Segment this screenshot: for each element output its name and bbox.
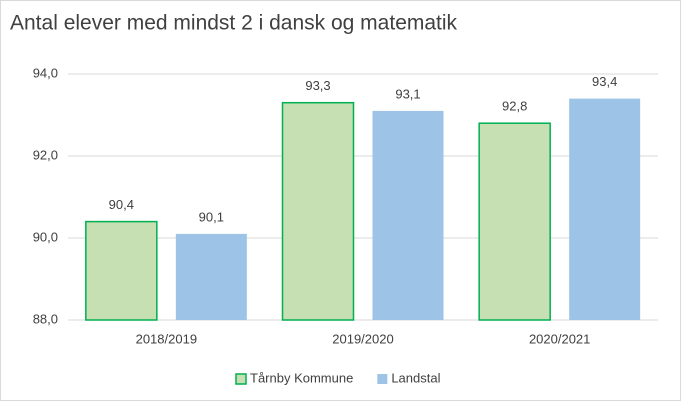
y-tick-label: 94,0 — [33, 65, 58, 80]
legend-swatch — [235, 373, 247, 385]
bar — [281, 101, 355, 321]
y-tick-label: 92,0 — [33, 147, 58, 162]
x-tick-label: 2020/2021 — [529, 331, 590, 346]
bar — [569, 98, 641, 320]
data-label: 93,1 — [395, 86, 420, 101]
legend-label: Tårnby Kommune — [250, 370, 353, 385]
x-tick-label: 2019/2020 — [332, 331, 393, 346]
x-tick-label: 2018/2019 — [136, 331, 197, 346]
data-label: 93,4 — [592, 74, 617, 89]
y-tick-label: 90,0 — [33, 229, 58, 244]
bar — [85, 220, 158, 321]
data-label: 90,4 — [109, 197, 134, 212]
data-label: 93,3 — [305, 78, 330, 93]
legend-swatch — [377, 374, 388, 384]
y-tick-label: 88,0 — [33, 311, 58, 326]
bar — [372, 110, 444, 321]
chart-title: Antal elever med mindst 2 i dansk og mat… — [10, 12, 458, 35]
legend-label: Landstal — [391, 370, 440, 385]
bar — [175, 233, 247, 320]
data-label: 92,8 — [502, 99, 527, 114]
bar — [478, 122, 551, 321]
data-label: 90,1 — [199, 209, 224, 224]
